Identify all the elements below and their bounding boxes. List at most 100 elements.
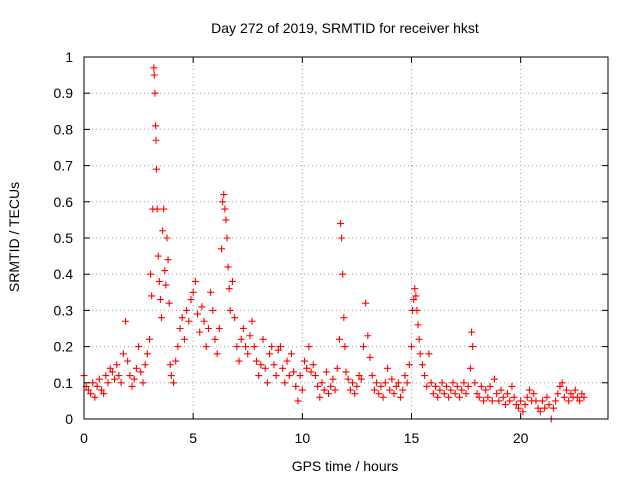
data-point [532, 397, 540, 405]
data-point [143, 350, 151, 358]
data-point [445, 393, 453, 401]
data-point [338, 234, 346, 242]
data-point [434, 393, 442, 401]
data-point [410, 296, 418, 304]
data-point [429, 390, 437, 398]
data-point [370, 386, 378, 394]
y-tick-label: 0.9 [54, 85, 74, 101]
data-point [536, 408, 544, 416]
data-point [183, 306, 191, 314]
data-point [475, 393, 483, 401]
data-point [340, 314, 348, 322]
data-point [147, 270, 155, 278]
data-point [132, 364, 140, 372]
data-point [576, 397, 584, 405]
data-point [111, 375, 119, 383]
data-point [309, 361, 317, 369]
data-point [346, 386, 354, 394]
data-point [379, 393, 387, 401]
data-point [534, 404, 542, 412]
data-point [394, 379, 402, 387]
data-point [501, 401, 509, 409]
data-point [167, 372, 175, 380]
data-point [226, 306, 234, 314]
data-point [170, 379, 178, 387]
data-point [283, 357, 291, 365]
data-point [432, 382, 440, 390]
data-point [477, 382, 485, 390]
data-point [268, 343, 276, 351]
data-point [399, 386, 407, 394]
data-point [223, 234, 231, 242]
data-point [425, 350, 433, 358]
data-point [567, 390, 575, 398]
data-point [185, 317, 193, 325]
y-tick-label: 0.3 [54, 302, 74, 318]
data-point [172, 357, 180, 365]
data-point [381, 379, 389, 387]
data-point [296, 372, 304, 380]
data-point [222, 216, 230, 224]
data-point [366, 353, 374, 361]
data-point [552, 397, 560, 405]
data-point [117, 379, 125, 387]
data-point [266, 350, 274, 358]
data-point [152, 165, 160, 173]
data-point [560, 393, 568, 401]
data-point [510, 393, 518, 401]
data-point [451, 390, 459, 398]
data-point [484, 393, 492, 401]
data-point [337, 220, 345, 228]
data-point [155, 277, 163, 285]
data-point [438, 379, 446, 387]
data-point [207, 288, 215, 296]
x-tick-label: 0 [80, 430, 88, 446]
data-point [517, 397, 525, 405]
data-point [436, 386, 444, 394]
x-tick-label: 20 [513, 430, 529, 446]
data-point [100, 390, 108, 398]
data-point [97, 386, 105, 394]
data-point [508, 382, 516, 390]
data-point [259, 335, 267, 343]
data-point [159, 227, 167, 235]
data-point [375, 390, 383, 398]
data-point [349, 379, 357, 387]
data-point [235, 357, 243, 365]
data-point [333, 364, 341, 372]
data-point [93, 382, 101, 390]
data-point [504, 390, 512, 398]
data-point [573, 393, 581, 401]
data-point [200, 317, 208, 325]
y-tick-label: 0.6 [54, 194, 74, 210]
data-point [571, 386, 579, 394]
x-tick-label: 10 [295, 430, 311, 446]
data-point [497, 386, 505, 394]
data-point [102, 372, 110, 380]
data-point [250, 343, 258, 351]
data-point [239, 325, 247, 332]
x-tick-label: 5 [189, 430, 197, 446]
data-point [368, 372, 376, 380]
data-point [298, 386, 306, 394]
data-point [119, 350, 127, 358]
data-point [558, 379, 566, 387]
data-point [418, 361, 426, 369]
y-tick-labels: 0 0.1 0.2 0.3 0.4 0.5 0.6 0.7 0.8 0.9 1 [54, 49, 74, 427]
x-tick-label: 15 [404, 430, 420, 446]
data-point [331, 386, 339, 394]
data-point [148, 292, 156, 300]
data-point [174, 343, 182, 351]
data-point [135, 343, 143, 351]
data-point [89, 379, 97, 387]
data-point [421, 372, 429, 380]
data-point [325, 390, 333, 398]
data-point [339, 270, 347, 278]
data-point [281, 379, 289, 387]
data-point [521, 401, 529, 409]
data-point [153, 205, 161, 213]
data-point [456, 393, 464, 401]
data-point [471, 379, 479, 387]
data-point [412, 292, 420, 300]
data-point [248, 317, 256, 325]
